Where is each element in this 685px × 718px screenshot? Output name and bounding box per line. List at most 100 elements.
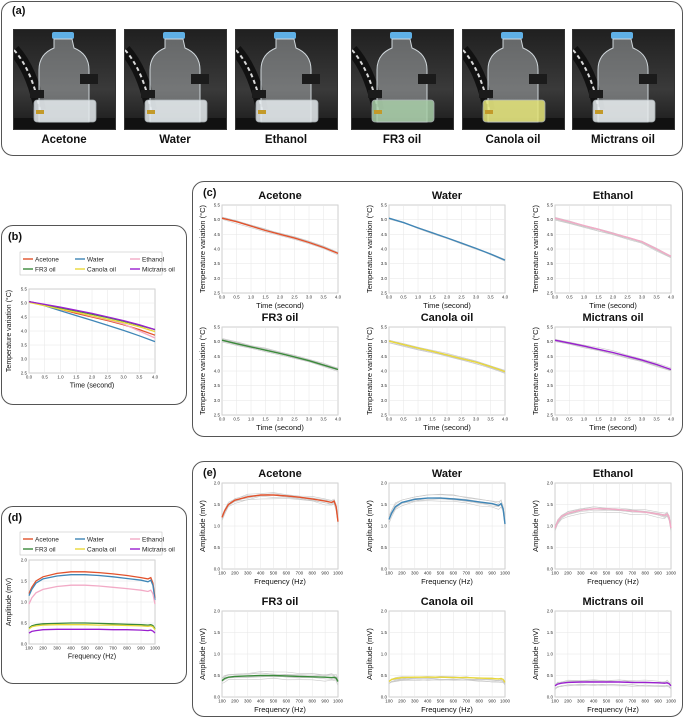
- x-tick-label: 4.0: [668, 417, 675, 422]
- y-tick-label: 1.5: [547, 502, 554, 507]
- legend-label-ethanol: Ethanol: [142, 257, 165, 264]
- x-axis-label: Frequency (Hz): [68, 654, 116, 661]
- panel-a: [1, 1, 683, 156]
- x-tick-label: 1.0: [248, 417, 255, 422]
- mean-line-fr3-oil: [221, 339, 339, 371]
- y-tick-label: 5.0: [381, 339, 388, 344]
- y-axis-label: Temperature variation (°C): [365, 204, 374, 293]
- y-tick-label: 2.0: [21, 558, 28, 563]
- x-tick-label: 1.5: [429, 295, 436, 300]
- x-tick-label: 500: [270, 699, 278, 704]
- y-tick-label: 1.5: [381, 630, 388, 635]
- panel-d-label: (d): [8, 512, 23, 524]
- y-tick-label: 1.0: [381, 524, 388, 529]
- x-tick-label: 400: [257, 699, 265, 704]
- x-tick-label: 2.5: [291, 417, 298, 422]
- x-tick-label: 3.0: [473, 295, 480, 300]
- x-tick-label: 100: [385, 699, 393, 704]
- y-tick-label: 0.5: [214, 545, 221, 550]
- x-tick-label: 800: [308, 571, 316, 576]
- x-tick-label: 4.0: [668, 295, 675, 300]
- y-tick-label: 4.5: [547, 232, 554, 237]
- y-tick-label: 0.5: [214, 673, 221, 678]
- x-tick-label: 600: [616, 571, 624, 576]
- y-tick-label: 2.5: [547, 413, 554, 418]
- x-tick-label: 1000: [500, 699, 511, 704]
- x-tick-label: 300: [244, 571, 252, 576]
- legend-label-canola-oil: Canola oil: [87, 547, 116, 554]
- subplot-title-water: Water: [432, 190, 463, 202]
- y-tick-label: 4.0: [547, 247, 554, 252]
- x-tick-label: 4.0: [335, 417, 342, 422]
- x-tick-label: 400: [424, 571, 432, 576]
- subplot-title-water: Water: [432, 468, 463, 480]
- y-tick-label: 4.5: [214, 354, 221, 359]
- x-tick-label: 700: [629, 699, 637, 704]
- x-tick-label: 1.5: [262, 417, 269, 422]
- y-tick-label: 1.0: [381, 652, 388, 657]
- x-tick-label: 200: [398, 699, 406, 704]
- y-tick-label: 2.0: [381, 481, 388, 486]
- mean-line-acetone: [221, 494, 339, 522]
- y-tick-label: 4.0: [381, 247, 388, 252]
- x-axis-label: Frequency (Hz): [254, 577, 306, 586]
- trial-trace: [221, 492, 339, 519]
- mean-line-fr3-oil: [221, 674, 339, 682]
- x-tick-label: 1.0: [581, 295, 588, 300]
- trial-trace: [388, 339, 506, 371]
- x-axis-label: Time (second): [423, 301, 471, 310]
- y-tick-label: 3.5: [214, 383, 221, 388]
- x-tick-label: 1.0: [581, 417, 588, 422]
- x-tick-label: 2.5: [458, 295, 465, 300]
- x-tick-label: 800: [308, 699, 316, 704]
- y-tick-label: 1.5: [21, 579, 28, 584]
- x-axis-label: Frequency (Hz): [587, 577, 639, 586]
- y-axis-label: Temperature variation (°C): [365, 326, 374, 415]
- x-tick-label: 2.0: [444, 295, 451, 300]
- x-tick-label: 100: [218, 571, 226, 576]
- y-axis-label: Temperature variation (°C): [531, 204, 540, 293]
- y-tick-label: 3.5: [547, 261, 554, 266]
- y-axis-label: Temperature variation (°C): [5, 290, 13, 372]
- x-tick-label: 1000: [333, 571, 344, 576]
- y-axis-label: Temperature variation (°C): [198, 326, 207, 415]
- y-tick-label: 0.5: [21, 621, 28, 626]
- y-tick-label: 4.0: [381, 369, 388, 374]
- x-tick-label: 0.5: [566, 417, 573, 422]
- mean-line-acetone: [221, 217, 339, 255]
- legend-label-fr3-oil: FR3 oil: [35, 547, 56, 554]
- x-tick-label: 1.5: [595, 295, 602, 300]
- legend-label-acetone: Acetone: [35, 257, 59, 264]
- subplot-title-acetone: Acetone: [258, 190, 301, 202]
- x-tick-label: 1000: [150, 646, 161, 651]
- y-axis-label: Amplitude (mV): [198, 628, 207, 680]
- y-axis-label: Amplitude (mV): [531, 628, 540, 680]
- x-tick-label: 200: [564, 571, 572, 576]
- panel-b: [1, 225, 187, 405]
- y-tick-label: 4.0: [214, 247, 221, 252]
- y-tick-label: 0.0: [547, 695, 554, 700]
- y-tick-label: 0.0: [214, 567, 221, 572]
- y-tick-label: 1.5: [547, 630, 554, 635]
- y-axis-label: Amplitude (mV): [198, 500, 207, 552]
- subplot-title-acetone: Acetone: [258, 468, 301, 480]
- y-tick-label: 0.5: [381, 673, 388, 678]
- x-tick-label: 100: [218, 699, 226, 704]
- trial-trace: [221, 672, 339, 680]
- x-tick-label: 900: [321, 699, 329, 704]
- y-tick-label: 0.5: [547, 545, 554, 550]
- y-tick-label: 3.5: [381, 383, 388, 388]
- x-axis-label: Time (second): [70, 383, 114, 390]
- x-tick-label: 0.5: [233, 295, 240, 300]
- trial-trace: [554, 341, 672, 371]
- x-tick-label: 400: [590, 699, 598, 704]
- x-tick-label: 1.0: [248, 295, 255, 300]
- x-tick-label: 500: [81, 646, 89, 651]
- photo-acetone: [13, 29, 116, 130]
- x-tick-label: 0.5: [233, 417, 240, 422]
- mean-line-water: [388, 217, 506, 261]
- mean-line-mictrans-oil: [554, 339, 672, 371]
- y-tick-label: 5.0: [214, 339, 221, 344]
- trial-trace: [554, 684, 672, 690]
